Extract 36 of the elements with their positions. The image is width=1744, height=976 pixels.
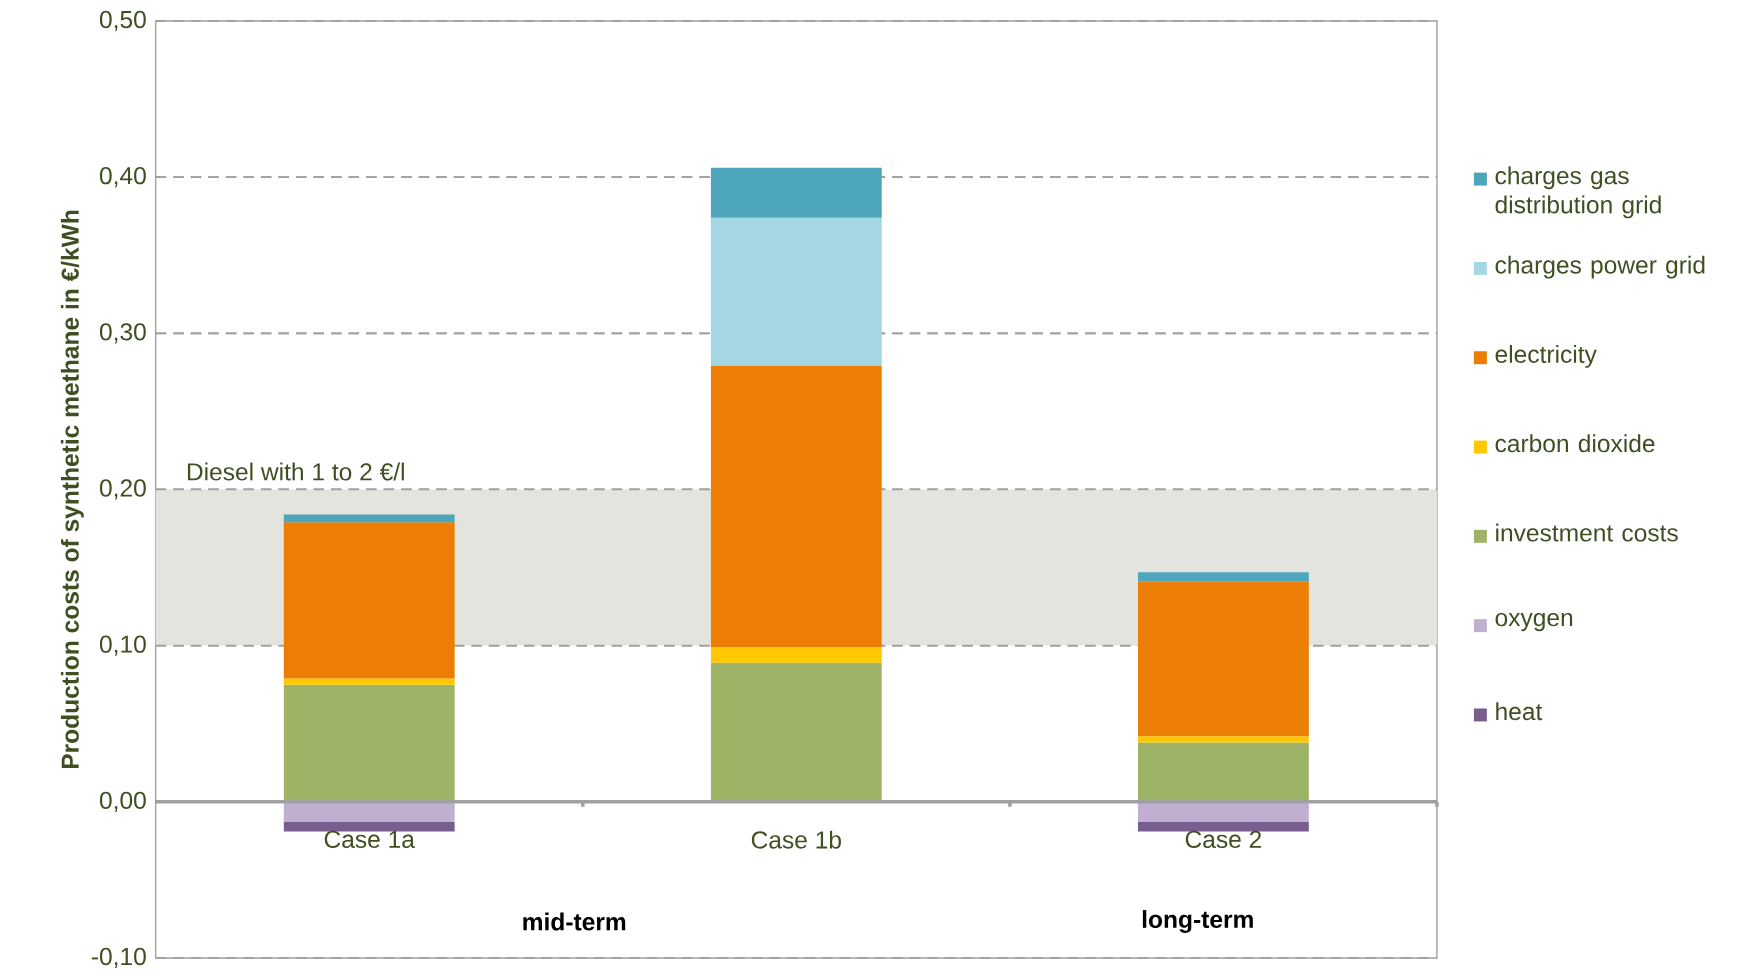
- bar: [710, 167, 882, 218]
- x-tick-label: Case 1a: [324, 830, 415, 848]
- bar: [283, 678, 455, 685]
- legend-label: charges power grid: [1495, 255, 1705, 279]
- bar: [1138, 742, 1309, 802]
- legend-label: heat: [1496, 702, 1543, 721]
- y-tick-label: 0,10: [99, 635, 146, 656]
- y-tick-label: 0,00: [99, 791, 146, 812]
- bar: [283, 522, 455, 679]
- legend-label: investment costs: [1496, 523, 1678, 542]
- x-tick-label: Case 2: [1185, 830, 1262, 848]
- y-tick-label: 0,40: [99, 166, 146, 188]
- bar: [1138, 572, 1309, 582]
- x-tick-label: Case 1b: [751, 830, 841, 849]
- legend-label: charges gas distribution grid: [1495, 166, 1661, 219]
- y-tick-label: -0,10: [91, 947, 146, 968]
- bar: [283, 684, 455, 802]
- bar: [283, 821, 455, 832]
- bar: [1138, 581, 1309, 737]
- annotation: long-term: [1142, 909, 1253, 933]
- legend-label: oxygen: [1495, 612, 1573, 632]
- bar: [710, 365, 882, 648]
- y-tick-label: 0,30: [99, 323, 146, 344]
- y-tick-label: 0,50: [99, 10, 146, 31]
- bar: [710, 217, 882, 366]
- bar: [283, 514, 455, 523]
- bar: [1138, 821, 1309, 832]
- legend-label: electricity: [1495, 344, 1597, 368]
- bar: [710, 662, 882, 802]
- bar: [710, 647, 882, 663]
- legend-label: carbon dioxide: [1495, 434, 1655, 453]
- band-label: Diesel with 1 to 2 €/l: [187, 462, 404, 481]
- annotation: mid-term: [523, 912, 626, 931]
- y-tick-label: 0,20: [99, 479, 146, 500]
- y-axis-title: Production costs of synthetic methane in €/kWh: [60, 210, 84, 768]
- bar: [1138, 736, 1309, 743]
